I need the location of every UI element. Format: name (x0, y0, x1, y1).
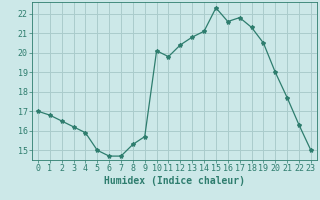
X-axis label: Humidex (Indice chaleur): Humidex (Indice chaleur) (104, 176, 245, 186)
